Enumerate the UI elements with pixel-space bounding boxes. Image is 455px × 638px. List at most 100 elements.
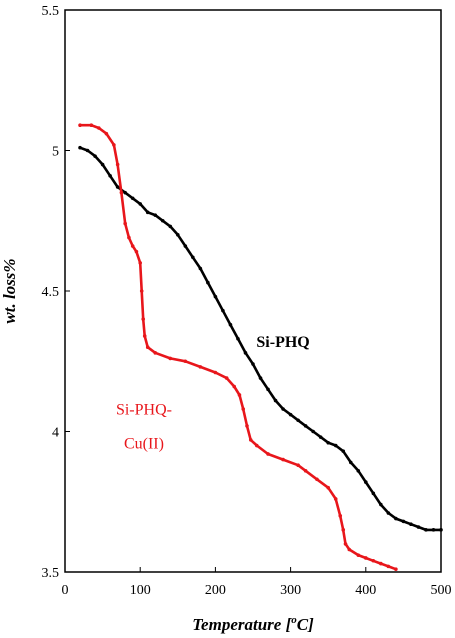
series-point-0 bbox=[356, 469, 361, 473]
series-point-1 bbox=[254, 443, 259, 448]
series-point-1 bbox=[245, 424, 249, 428]
series-point-0 bbox=[273, 398, 278, 403]
series-point-0 bbox=[236, 336, 240, 341]
series-point-0 bbox=[206, 280, 210, 285]
series-point-1 bbox=[237, 393, 242, 397]
y-tick-label: 4.5 bbox=[42, 285, 60, 300]
series-point-0 bbox=[326, 440, 331, 445]
annotations-group: Si-PHQ Si-PHQ- Cu(II) bbox=[116, 334, 310, 452]
series-point-0 bbox=[288, 412, 293, 417]
series-point-0 bbox=[439, 528, 443, 532]
series-point-0 bbox=[379, 502, 383, 507]
series-point-0 bbox=[108, 173, 112, 178]
series-point-1 bbox=[130, 244, 135, 248]
series-point-1 bbox=[232, 384, 236, 389]
series-point-0 bbox=[153, 213, 158, 217]
series-point-0 bbox=[183, 244, 188, 248]
series-point-1 bbox=[394, 567, 398, 571]
plot-area bbox=[64, 9, 442, 573]
series-point-1 bbox=[326, 485, 331, 490]
series-point-1 bbox=[183, 359, 188, 364]
x-tick-label: 200 bbox=[205, 583, 226, 598]
series-point-1 bbox=[142, 334, 147, 338]
series-point-1 bbox=[281, 457, 285, 462]
series-point-0 bbox=[243, 351, 248, 355]
series-point-1 bbox=[168, 356, 173, 361]
series-point-0 bbox=[303, 424, 308, 428]
series-point-1 bbox=[213, 370, 218, 375]
x-axis-title: Temperature [oC] bbox=[192, 614, 314, 634]
series-point-0 bbox=[168, 224, 173, 229]
y-tick-label: 4 bbox=[52, 426, 59, 441]
series-point-0 bbox=[416, 525, 421, 529]
series-point-0 bbox=[281, 407, 285, 411]
series-point-1 bbox=[78, 123, 82, 128]
series-point-0 bbox=[115, 185, 120, 189]
axis-ticks: 0 100 200 300 400 500 3.5 4 4.5 5 5.5 bbox=[42, 4, 452, 598]
x-tick-label: 0 bbox=[62, 583, 69, 598]
series-point-1 bbox=[266, 452, 270, 456]
series-point-0 bbox=[341, 449, 346, 453]
series-point-1 bbox=[141, 317, 146, 321]
series-point-1 bbox=[371, 558, 376, 563]
series-point-1 bbox=[89, 123, 94, 128]
series-point-0 bbox=[296, 418, 300, 423]
y-tick-label: 3.5 bbox=[42, 566, 60, 581]
series-point-1 bbox=[356, 553, 361, 557]
series-point-1 bbox=[112, 143, 116, 147]
series-point-0 bbox=[130, 196, 135, 201]
series-point-1 bbox=[104, 131, 109, 136]
series-point-1 bbox=[224, 376, 229, 380]
series-point-0 bbox=[401, 519, 406, 524]
series-point-0 bbox=[364, 480, 368, 484]
x-tick-label: 500 bbox=[431, 583, 452, 598]
series-point-1 bbox=[315, 477, 319, 482]
series-point-0 bbox=[258, 376, 263, 380]
series-point-1 bbox=[343, 542, 348, 546]
series-point-1 bbox=[97, 126, 101, 130]
series-point-0 bbox=[138, 202, 142, 206]
series-point-1 bbox=[127, 235, 131, 240]
series-point-1 bbox=[338, 514, 343, 518]
series-point-0 bbox=[85, 148, 90, 153]
series-point-0 bbox=[93, 154, 97, 158]
series-point-0 bbox=[348, 460, 353, 465]
series-point-1 bbox=[119, 190, 124, 195]
y-tick-label: 5 bbox=[52, 145, 59, 160]
series-point-0 bbox=[251, 362, 255, 366]
x-tick-label: 100 bbox=[130, 583, 151, 598]
series-point-0 bbox=[386, 511, 391, 515]
series-point-1 bbox=[145, 345, 150, 350]
series-point-0 bbox=[100, 162, 105, 167]
series-point-1 bbox=[347, 547, 352, 552]
series-point-0 bbox=[333, 443, 338, 448]
series-point-0 bbox=[228, 322, 233, 327]
series-point-1 bbox=[198, 365, 203, 369]
series-point-0 bbox=[191, 255, 195, 260]
series-point-0 bbox=[266, 387, 270, 392]
series-point-0 bbox=[78, 145, 82, 150]
series-group bbox=[78, 123, 443, 571]
series-point-0 bbox=[394, 516, 398, 521]
series-point-1 bbox=[115, 162, 120, 167]
x-tick-label: 300 bbox=[280, 583, 301, 598]
series-point-0 bbox=[123, 190, 127, 195]
x-axis-title-main: Temperature [ bbox=[192, 615, 292, 634]
series-point-0 bbox=[371, 491, 376, 496]
x-axis-title-suffix: C] bbox=[297, 615, 314, 634]
series-point-1 bbox=[123, 221, 127, 226]
series-point-0 bbox=[160, 218, 165, 223]
x-tick-label: 400 bbox=[355, 583, 376, 598]
series-point-0 bbox=[221, 308, 225, 313]
y-tick-label: 5.5 bbox=[42, 4, 60, 19]
series-point-1 bbox=[386, 564, 391, 569]
x-axis-title-sup: o bbox=[291, 614, 297, 626]
series-point-1 bbox=[333, 497, 338, 501]
series-point-0 bbox=[409, 522, 413, 527]
y-axis-title: wt. loss% bbox=[0, 258, 19, 323]
series-annotation: Si-PHQ bbox=[256, 334, 309, 351]
series-point-1 bbox=[296, 463, 300, 468]
series-point-1 bbox=[379, 561, 383, 566]
series-point-0 bbox=[424, 528, 428, 532]
